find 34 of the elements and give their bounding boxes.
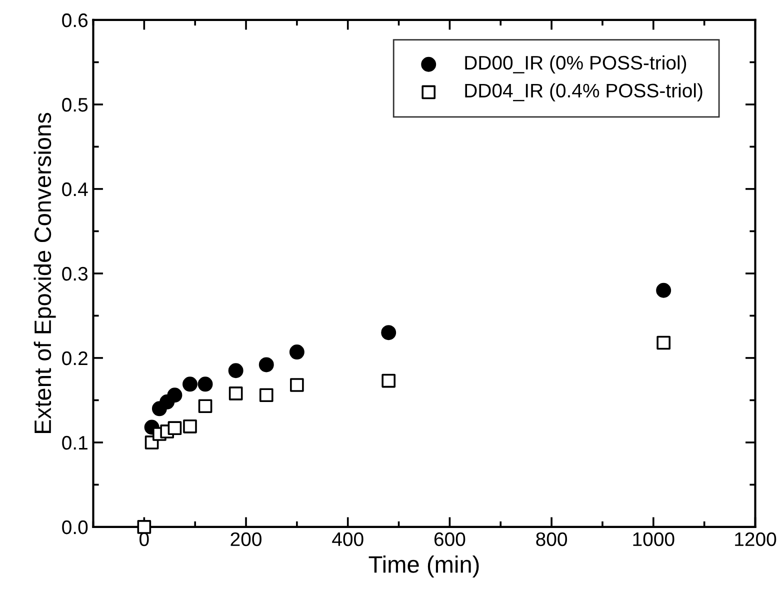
point <box>198 399 212 414</box>
point <box>382 374 396 388</box>
x-tick-label: 800 <box>536 532 568 546</box>
y-tick-label: 0.0 <box>62 520 88 534</box>
point <box>228 363 244 378</box>
y-axis-title: Extent of Epoxide Conversions <box>34 112 56 433</box>
point <box>183 419 197 434</box>
point <box>290 378 304 392</box>
point <box>656 336 670 350</box>
point <box>198 376 213 392</box>
point <box>381 325 396 340</box>
x-tick-label: 1000 <box>633 532 674 546</box>
y-tick-label: 0.6 <box>62 13 88 28</box>
x-tick-label: 1200 <box>735 532 776 546</box>
y-tick-label: 0.2 <box>62 351 88 366</box>
legend-label: DD04_IR (0.4% POSS-triol) <box>465 83 702 102</box>
y-tick-label: 0.3 <box>62 266 88 281</box>
x-tick-label: 200 <box>230 532 262 546</box>
point <box>258 357 274 372</box>
y-tick-label: 0.4 <box>62 182 88 196</box>
x-tick-label: 600 <box>434 532 466 546</box>
point <box>182 376 198 392</box>
point <box>168 421 182 436</box>
point <box>289 344 304 360</box>
x-axis-title: Time (min) <box>368 555 479 578</box>
point <box>137 520 152 534</box>
point <box>228 386 243 400</box>
legend-label: DD00_IR (0% POSS-triol) <box>465 55 686 74</box>
y-tick-label: 0.1 <box>62 436 88 450</box>
y-tick-label: 0.5 <box>62 98 88 112</box>
point <box>656 282 672 298</box>
x-tick-label: 400 <box>332 532 364 546</box>
point <box>259 388 274 402</box>
point <box>167 388 182 403</box>
